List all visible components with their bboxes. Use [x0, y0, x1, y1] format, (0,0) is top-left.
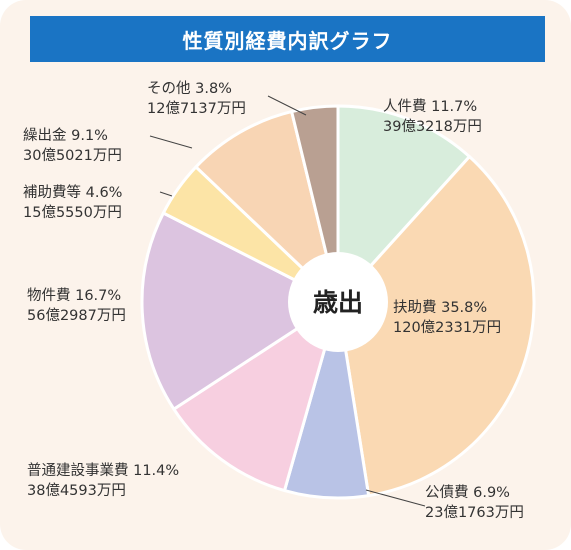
slice-amount: 56億2987万円	[27, 307, 126, 324]
slice-label: その他 3.8%	[147, 80, 232, 97]
pie-slice	[290, 104, 340, 304]
center-label: 歳出	[313, 288, 363, 317]
chart-title: 性質別経費内訳グラフ	[30, 16, 545, 62]
pie-slice	[336, 104, 471, 304]
slice-label: 人件費 11.7%	[383, 98, 477, 115]
slice-label: 繰出金 9.1%	[23, 127, 108, 144]
slice-amount: 39億3218万円	[383, 118, 482, 135]
slice-amount: 120億2331万円	[393, 319, 501, 336]
slice-amount: 38億4593万円	[27, 482, 126, 499]
leader-line	[365, 489, 426, 507]
slice-label: 物件費 16.7%	[27, 287, 121, 304]
leader-line	[149, 135, 193, 149]
slice-amount: 30億5021万円	[23, 147, 122, 164]
slice-label: 普通建設事業費 11.4%	[27, 462, 179, 479]
slice-amount: 23億1763万円	[425, 504, 524, 521]
slice-amount: 12億7137万円	[147, 100, 246, 117]
leader-line	[267, 95, 307, 116]
pie-slice	[336, 155, 536, 498]
donut-hole	[288, 252, 388, 352]
pie-slice	[172, 300, 340, 493]
slice-label: 公債費 6.9%	[425, 484, 510, 501]
slice-amount: 15億5550万円	[23, 204, 122, 221]
pie-slice	[140, 211, 340, 411]
slice-label: 補助費等 4.6%	[23, 183, 122, 201]
slice-label: 扶助費 35.8%	[393, 299, 487, 316]
leader-line	[159, 191, 173, 197]
